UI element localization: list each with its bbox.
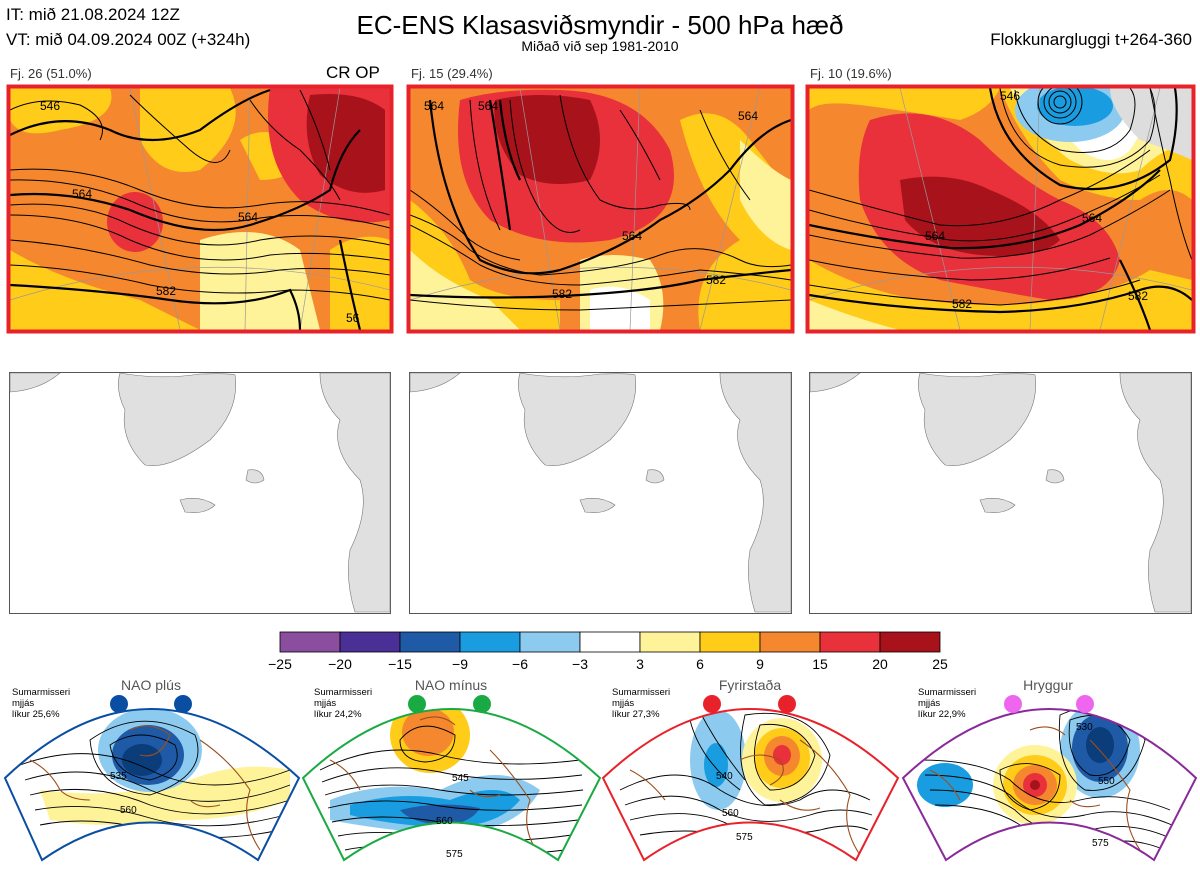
regime-2-season: Sumarmisseri — [314, 687, 373, 698]
regime-3-contour-575: 575 — [736, 832, 753, 843]
valid-time: VT: mið 04.09.2024 00Z (+324h) — [6, 30, 251, 49]
regime-2-contour-545: 545 — [452, 773, 469, 784]
regime-1-contour-535: 535 — [110, 771, 127, 782]
colorbar-tick-label: 15 — [812, 656, 828, 672]
regime-4-name: Hryggur — [1023, 677, 1073, 693]
cluster-1-contour-564b: 564 — [238, 210, 258, 224]
regime-1-likelihood: líkur 25,6% — [12, 709, 60, 720]
regime-4-skill: mjjás — [918, 698, 941, 709]
regime-3-likelihood: líkur 27,3% — [612, 709, 660, 720]
cluster-2-frame — [406, 84, 795, 334]
cluster-1-label: Fj. 26 (51.0%) — [10, 66, 92, 81]
page-title: EC-ENS Klasasviðsmyndir - 500 hPa hæð — [356, 10, 844, 40]
colorbar-segment — [459, 631, 521, 653]
regime-2-skill: mjjás — [314, 698, 337, 709]
regime-4-dot-left — [1004, 695, 1022, 713]
regime-4-contour-575: 575 — [1092, 838, 1109, 849]
regime-4-season: Sumarmisseri — [918, 687, 977, 698]
issue-time: IT: mið 21.08.2024 12Z — [6, 5, 180, 24]
regime-2-dot-left — [408, 695, 426, 713]
basemap-2 — [409, 372, 792, 614]
regime-4-contour-530: 530 — [1076, 722, 1093, 733]
cluster-1-contour-564a: 564 — [72, 187, 92, 201]
regime-3-stats: Sumarmisseri mjjás líkur 27,3% — [612, 687, 670, 720]
regime-4-dot-right — [1076, 695, 1094, 713]
cluster-1-map: 546 564 564 582 56 — [10, 88, 390, 330]
cluster-3-map: 546 564 564 582 582 — [809, 88, 1192, 330]
colorbar-segment — [639, 631, 701, 653]
cluster-3-contour-564b: 564 — [1082, 211, 1102, 225]
cluster-3-label: Fj. 10 (19.6%) — [810, 66, 892, 81]
regime-2-name: NAO mínus — [414, 677, 488, 693]
colorbar-tick-label: −15 — [388, 656, 412, 672]
regime-4-contour-550: 550 — [1098, 776, 1115, 787]
classification-window: Flokkunargluggi t+264-360 — [990, 30, 1192, 49]
regime-3-contour-560: 560 — [722, 808, 739, 819]
cluster-1-contour-582: 582 — [156, 284, 176, 298]
regime-3-dot-right — [778, 695, 796, 713]
regime-1-dot-left — [110, 695, 128, 713]
cluster-2-contour-564c: 564 — [622, 229, 642, 243]
cluster-2-map: 564 564 564 564 582 582 — [410, 88, 791, 330]
regime-2-stats: Sumarmisseri mjjás líkur 24,2% — [314, 687, 372, 720]
cluster-2-contour-564d: 564 — [738, 109, 758, 123]
colorbar-tick-label: −25 — [268, 656, 292, 672]
colorbar-segment — [279, 631, 341, 653]
regime-4-likelihood: líkur 22,9% — [918, 709, 966, 720]
regime-1-season: Sumarmisseri — [12, 687, 71, 698]
colorbar-tick-label: 25 — [932, 656, 948, 672]
colorbar-segment — [399, 631, 461, 653]
colorbar-segment — [339, 631, 401, 653]
cluster-2-contour-582b: 582 — [706, 273, 726, 287]
colorbar-tick-label: −20 — [328, 656, 352, 672]
regime-3-contour-540: 540 — [716, 771, 733, 782]
colorbar-tick-label: 20 — [872, 656, 888, 672]
cluster-3-frame — [805, 84, 1196, 334]
regime-3-dot-left — [703, 695, 721, 713]
colorbar-segment — [579, 631, 641, 653]
cluster-2-contour-582a: 582 — [552, 287, 572, 301]
colorbar — [279, 631, 941, 653]
cluster-1-tags: CR OP — [326, 63, 380, 82]
regime-1-stats: Sumarmisseri mjjás líkur 25,6% — [12, 687, 70, 720]
colorbar-segment — [699, 631, 761, 653]
colorbar-tick-label: 3 — [636, 656, 644, 672]
colorbar-tick-label: −6 — [512, 656, 528, 672]
page-subtitle: Miðað við sep 1981-2010 — [521, 38, 679, 54]
regime-2-likelihood: líkur 24,2% — [314, 709, 362, 720]
regime-3-skill: mjjás — [612, 698, 635, 709]
cluster-3-contour-582a: 582 — [952, 297, 972, 311]
regime-1-name: NAO plús — [121, 677, 181, 693]
colorbar-tick-label: 9 — [756, 656, 764, 672]
colorbar-tick-label: 6 — [696, 656, 704, 672]
cluster-3-contour-582b: 582 — [1128, 289, 1148, 303]
colorbar-tick-label: −3 — [572, 656, 588, 672]
colorbar-segment — [519, 631, 581, 653]
cluster-3-contour-564a: 564 — [925, 229, 945, 243]
colorbar-segment — [879, 631, 941, 653]
basemap-3 — [809, 372, 1192, 614]
regime-3-name: Fyrirstaða — [718, 677, 782, 693]
cluster-1-contour-546: 546 — [40, 99, 60, 113]
cluster-2-contour-564b: 564 — [478, 99, 498, 113]
cluster-3-contour-546: 546 — [1000, 89, 1020, 103]
basemap-1 — [9, 372, 391, 614]
regime-1-contour-560: 560 — [120, 805, 137, 816]
cluster-1-contour-56: 56 — [346, 311, 360, 325]
regime-2-contour-575: 575 — [446, 849, 463, 860]
cluster-2-label: Fj. 15 (29.4%) — [411, 66, 493, 81]
regime-2-dot-right — [473, 695, 491, 713]
regime-4-stats: Sumarmisseri mjjás líkur 22,9% — [918, 687, 976, 720]
cluster-2-contour-564a: 564 — [424, 99, 444, 113]
regime-2-contour-560: 560 — [436, 816, 453, 827]
regime-1-dot-right — [174, 695, 192, 713]
colorbar-segment — [759, 631, 821, 653]
cluster-1-frame — [6, 84, 394, 334]
colorbar-segment — [819, 631, 881, 653]
regime-3-season: Sumarmisseri — [612, 687, 671, 698]
colorbar-tick-label: −9 — [452, 656, 468, 672]
regime-1-skill: mjjás — [12, 698, 35, 709]
